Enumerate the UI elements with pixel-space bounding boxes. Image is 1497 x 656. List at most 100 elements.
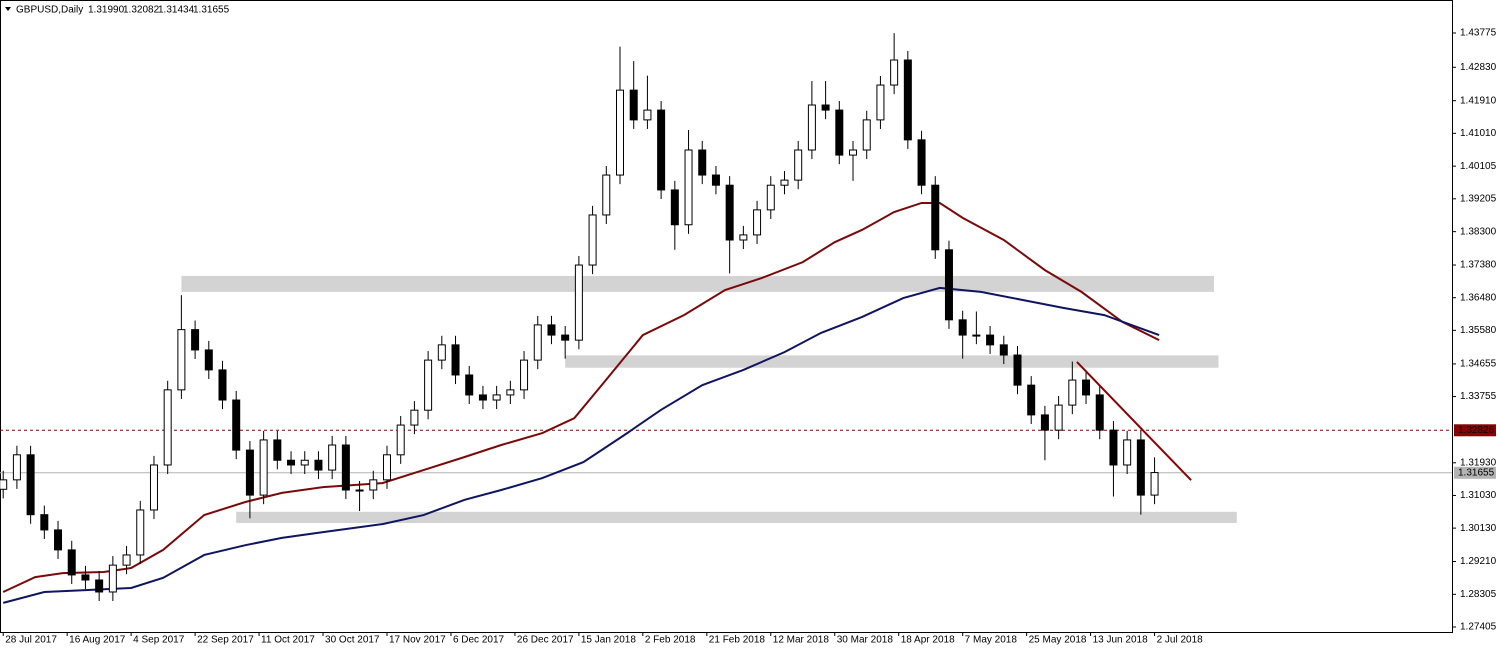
candle-body (0, 479, 8, 490)
candle-body (684, 149, 693, 226)
candle-body (890, 59, 899, 86)
price-tag-label: 1.32826 (1458, 425, 1495, 436)
candle-body (328, 444, 337, 471)
candle-body (835, 109, 844, 156)
candle-body (1040, 414, 1049, 431)
y-tick-label: 1.38300 (1460, 226, 1497, 237)
x-tick-label: 26 Dec 2017 (517, 635, 574, 646)
candle-body (191, 329, 200, 351)
y-tick-label: 1.27405 (1460, 622, 1497, 633)
candle-body (1068, 379, 1077, 406)
candle-body (40, 514, 49, 531)
candle-body (1150, 472, 1159, 496)
x-tick-label: 21 Feb 2018 (709, 635, 766, 646)
x-tick-label: 15 Jan 2018 (581, 635, 636, 646)
candle-body (794, 149, 803, 181)
candle-body (972, 334, 981, 337)
candle-body (670, 189, 679, 226)
x-tick-label: 11 Oct 2017 (261, 635, 315, 646)
x-tick-label: 12 Mar 2018 (773, 635, 830, 646)
candle-body (1082, 379, 1091, 396)
y-tick-label: 1.37380 (1460, 260, 1497, 271)
x-tick-label: 16 Aug 2017 (69, 635, 126, 646)
candle-body (341, 444, 350, 491)
candle-body (451, 344, 460, 376)
candle-body (95, 579, 104, 593)
candle-body (616, 89, 625, 176)
candle-body (1136, 439, 1145, 496)
candle-body (382, 454, 391, 481)
candle-body (12, 454, 21, 481)
x-tick-label: 2 Feb 2018 (645, 635, 696, 646)
candle-body (245, 449, 254, 496)
symbol: GBPUSD,Daily (16, 5, 83, 16)
menu-arrow[interactable] (5, 7, 11, 11)
candle-body (1123, 439, 1132, 466)
candle-body (26, 454, 35, 516)
candle-body (300, 459, 309, 466)
candle-body (629, 89, 638, 121)
ohlc-low: 1.31434 (158, 5, 195, 16)
candle-body (533, 324, 542, 361)
candle-body (602, 174, 611, 216)
candle-body (437, 344, 446, 361)
support-resistance-zone (565, 355, 1219, 368)
x-tick-label: 6 Dec 2017 (453, 635, 505, 646)
trendline (1076, 361, 1192, 481)
candle-body (753, 209, 762, 236)
candle-body (204, 349, 213, 371)
candle-body (1109, 429, 1118, 466)
candle-body (958, 319, 967, 336)
candle-body (81, 574, 90, 581)
y-tick-label: 1.42830 (1460, 62, 1497, 73)
candle-body (492, 394, 501, 401)
y-tick-label: 1.39205 (1460, 193, 1497, 204)
candle-body (273, 439, 282, 461)
candle-body (821, 104, 830, 111)
candle-body (1027, 384, 1036, 416)
candle-body (1013, 354, 1022, 386)
x-tick-label: 7 May 2018 (965, 635, 1018, 646)
candle-body (807, 104, 816, 151)
candle-body (520, 359, 529, 391)
y-tick-label: 1.31030 (1460, 490, 1497, 501)
candle-body (232, 399, 241, 451)
candle-body (369, 479, 378, 491)
y-tick-label: 1.35580 (1460, 325, 1497, 336)
price-tag-label: 1.31655 (1458, 467, 1495, 478)
y-tick-label: 1.36480 (1460, 292, 1497, 303)
moving-average (2, 201, 1160, 593)
candle-body (547, 324, 556, 336)
ohlc-open: 1.31990 (88, 5, 125, 16)
candle-body (259, 439, 268, 496)
candle-body (766, 184, 775, 211)
support-resistance-zone (181, 275, 1214, 292)
x-tick-label: 4 Sep 2017 (133, 635, 185, 646)
plot-frame (0, 0, 1453, 633)
candle-body (287, 459, 296, 466)
candle-body (986, 334, 995, 346)
candle-body (780, 179, 789, 186)
x-tick-label: 30 Oct 2017 (325, 635, 380, 646)
candle-body (54, 529, 63, 551)
candle-body (698, 149, 707, 176)
candle-body (999, 344, 1008, 356)
candle-body (739, 234, 748, 241)
candle-body (944, 249, 953, 321)
ohlc-close: 1.31655 (193, 5, 230, 16)
candle-body (136, 509, 145, 556)
candle-body (108, 564, 117, 593)
candle-body (1054, 404, 1063, 431)
candle-body (396, 424, 405, 456)
candle-body (862, 119, 871, 151)
y-tick-label: 1.33755 (1460, 391, 1497, 402)
x-tick-label: 18 Apr 2018 (901, 635, 955, 646)
candle-body (314, 459, 323, 471)
candle-body (163, 389, 172, 466)
y-tick-label: 1.30130 (1460, 523, 1497, 534)
candle-body (122, 554, 131, 566)
y-tick-label: 1.43775 (1460, 28, 1497, 39)
candle-body (574, 264, 583, 341)
